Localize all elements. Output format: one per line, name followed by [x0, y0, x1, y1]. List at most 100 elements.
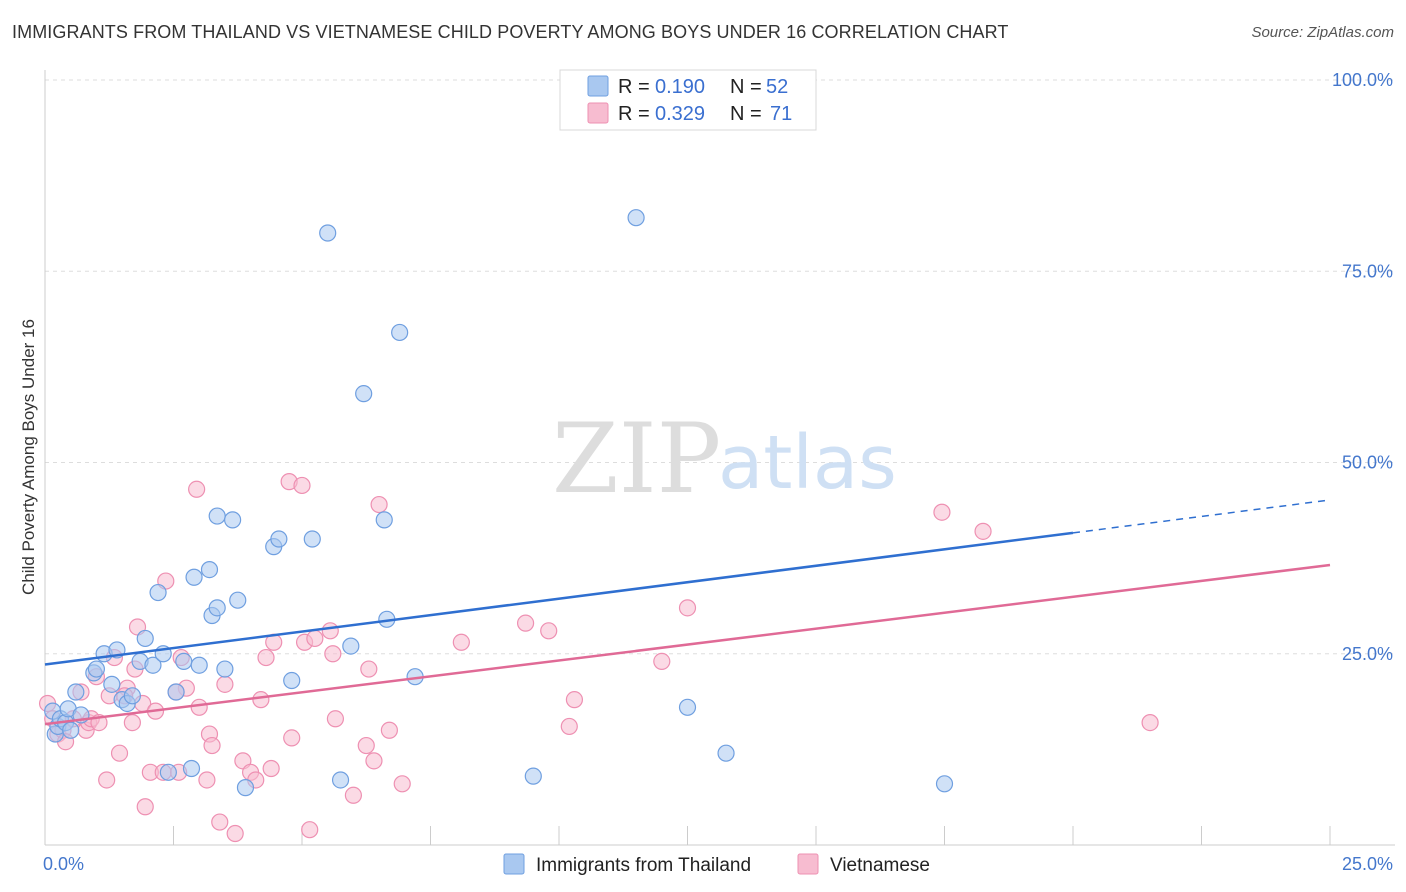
- vietnamese-points: [38, 473, 1159, 843]
- legend-r-value-vietnamese: 0.329: [655, 103, 705, 125]
- thailand-point: [678, 698, 697, 716]
- watermark: ZIP atlas: [552, 403, 897, 515]
- vietnamese-point: [357, 736, 375, 755]
- vietnamese-point: [306, 629, 324, 648]
- trend-lines: [44, 499, 1331, 726]
- legend-r-label-vietnamese: R =: [618, 103, 650, 125]
- thailand-trend-extension: [1072, 499, 1331, 534]
- thailand-point: [236, 779, 255, 797]
- thailand-point: [355, 385, 373, 403]
- vietnamese-point: [98, 771, 116, 789]
- y-tick-label: 25.0%: [1342, 644, 1393, 664]
- watermark-atlas: atlas: [718, 420, 897, 506]
- vietnamese-point: [678, 599, 697, 617]
- thailand-point: [283, 671, 301, 690]
- series-legend: Immigrants from Thailand Vietnamese: [503, 853, 930, 876]
- thailand-point: [149, 583, 167, 602]
- bottom-legend-label-thailand: Immigrants from Thailand: [536, 855, 751, 876]
- y-tick-label: 75.0%: [1342, 261, 1393, 281]
- vietnamese-point: [211, 813, 229, 831]
- thailand-point: [229, 591, 247, 609]
- x-tick-label-min: 0.0%: [43, 854, 84, 874]
- bottom-legend-swatch-vietnamese: [797, 853, 819, 875]
- legend-swatch-thailand: [587, 75, 609, 97]
- thailand-point: [270, 530, 288, 548]
- vietnamese-point: [393, 775, 411, 793]
- thailand-point: [144, 656, 162, 674]
- vietnamese-point: [190, 698, 208, 716]
- vietnamese-point: [321, 622, 339, 640]
- thailand-point: [67, 683, 85, 701]
- bottom-legend-label-vietnamese: Vietnamese: [830, 855, 930, 876]
- vietnamese-point: [540, 622, 558, 640]
- thailand-point: [524, 767, 542, 785]
- source-label: Source: ZipAtlas.com: [1251, 24, 1394, 41]
- thailand-point: [216, 660, 234, 678]
- vietnamese-point: [198, 771, 216, 789]
- vietnamese-point: [293, 476, 311, 495]
- vietnamese-point: [216, 675, 234, 693]
- legend-r-value-thailand: 0.190: [655, 76, 705, 98]
- vietnamese-point: [653, 652, 671, 671]
- vietnamese-point: [933, 503, 951, 521]
- vietnamese-point: [452, 633, 470, 651]
- legend-n-label-vietnamese: N =: [730, 103, 762, 125]
- vietnamese-point: [136, 798, 154, 816]
- vietnamese-point: [1141, 713, 1159, 732]
- legend-r-label-thailand: R =: [618, 76, 650, 98]
- vietnamese-point: [226, 824, 244, 843]
- thailand-point: [185, 568, 203, 586]
- legend-swatch-vietnamese: [587, 102, 609, 124]
- legend-n-label-thailand: N =: [730, 76, 762, 98]
- y-axis-label: Child Poverty Among Boys Under 16: [19, 319, 38, 595]
- thailand-point: [627, 209, 645, 227]
- vietnamese-point: [283, 729, 301, 747]
- thailand-point: [87, 660, 106, 678]
- vietnamese-point: [370, 495, 388, 514]
- thailand-point: [224, 511, 242, 529]
- bottom-legend-swatch-thailand: [503, 853, 525, 875]
- thailand-point: [123, 687, 141, 705]
- vietnamese-point: [123, 713, 141, 732]
- y-tick-label: 100.0%: [1332, 70, 1393, 90]
- thailand-point: [136, 629, 154, 648]
- legend-n-value-thailand: 52: [766, 76, 788, 98]
- thailand-point: [319, 224, 337, 242]
- vietnamese-point: [188, 480, 206, 498]
- thailand-point: [175, 652, 193, 671]
- vietnamese-point: [257, 648, 275, 667]
- thailand-point: [375, 511, 393, 529]
- vietnamese-point: [110, 744, 129, 762]
- vietnamese-point: [262, 759, 280, 778]
- thailand-point: [62, 721, 80, 739]
- thailand-point: [167, 683, 185, 701]
- vietnamese-point: [516, 614, 535, 632]
- vietnamese-trend-line: [44, 563, 1331, 726]
- vietnamese-point: [365, 752, 383, 770]
- thailand-point: [190, 656, 208, 674]
- watermark-zip: ZIP: [552, 403, 721, 515]
- y-tick-label: 50.0%: [1342, 453, 1393, 473]
- thailand-point: [342, 637, 360, 655]
- thailand-point: [303, 530, 321, 548]
- thailand-point: [717, 744, 735, 762]
- thailand-point: [200, 560, 219, 579]
- legend-n-value-vietnamese: 71: [770, 103, 792, 125]
- vietnamese-point: [324, 645, 342, 663]
- vietnamese-point: [565, 691, 584, 709]
- vietnamese-point: [203, 736, 221, 755]
- thailand-point: [331, 771, 350, 789]
- thailand-points: [44, 209, 954, 797]
- vietnamese-point: [301, 821, 319, 839]
- chart-title: IMMIGRANTS FROM THAILAND VS VIETNAMESE C…: [12, 22, 1009, 42]
- vietnamese-point: [344, 786, 362, 804]
- thailand-point: [208, 507, 226, 525]
- thailand-point: [159, 763, 177, 781]
- thailand-point: [103, 675, 121, 693]
- correlation-legend: R = 0.190 N = 52 R = 0.329 N = 71: [559, 69, 817, 131]
- x-tick-label-max: 25.0%: [1342, 854, 1393, 874]
- thailand-point: [208, 599, 226, 617]
- y-tick-labels: 25.0% 50.0% 75.0% 100.0%: [1332, 70, 1393, 664]
- thailand-point: [935, 775, 954, 793]
